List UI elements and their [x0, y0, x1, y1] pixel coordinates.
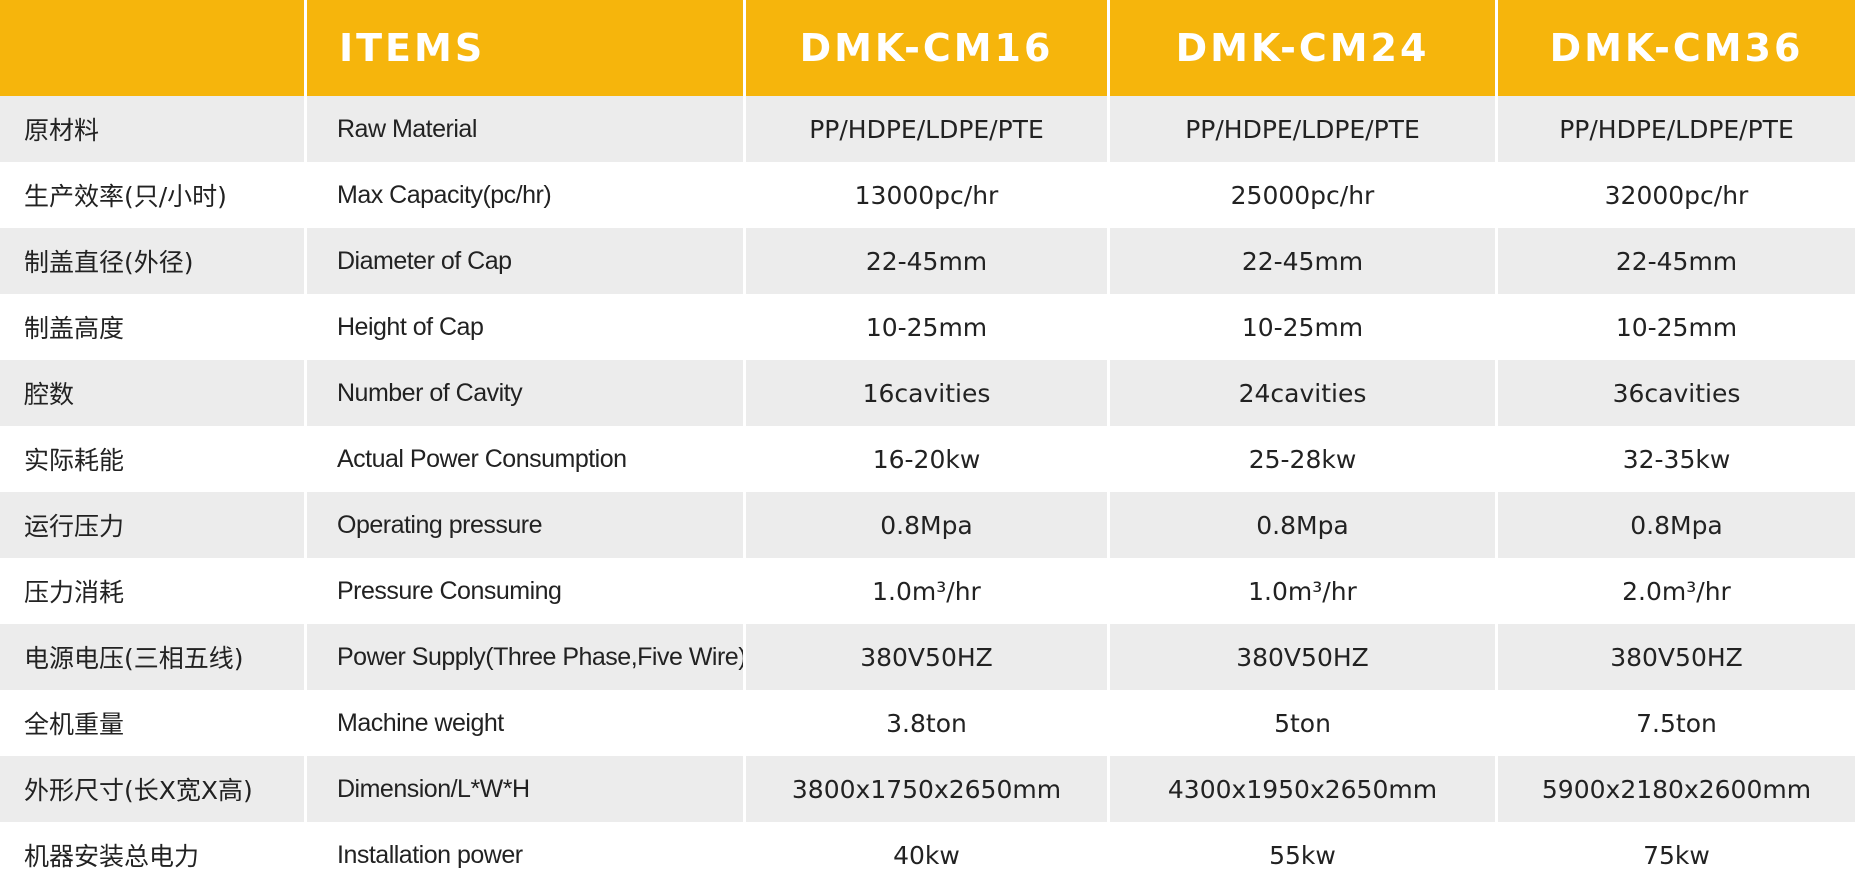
row-label-en: Actual Power Consumption — [307, 426, 743, 492]
spec-value: 24cavities — [1110, 360, 1495, 426]
row-label-cn: 外形尺寸(长X宽X高) — [0, 756, 304, 822]
row-label-cn: 压力消耗 — [0, 558, 304, 624]
row-label-en: Raw Material — [307, 96, 743, 162]
row-label-en: Machine weight — [307, 690, 743, 756]
spec-value: 25-28kw — [1110, 426, 1495, 492]
spec-value: 7.5ton — [1498, 690, 1855, 756]
spec-value: 5900x2180x2600mm — [1498, 756, 1855, 822]
row-label-cn: 机器安装总电力 — [0, 822, 304, 888]
spec-value: 22-45mm — [1498, 228, 1855, 294]
header-corner — [0, 0, 304, 96]
spec-value: 75kw — [1498, 822, 1855, 888]
spec-value: 16-20kw — [746, 426, 1107, 492]
row-label-cn: 生产效率(只/小时) — [0, 162, 304, 228]
row-label-en: Diameter of Cap — [307, 228, 743, 294]
row-label-cn: 制盖高度 — [0, 294, 304, 360]
spec-value: 40kw — [746, 822, 1107, 888]
spec-value: 2.0m³/hr — [1498, 558, 1855, 624]
spec-value: 0.8Mpa — [1498, 492, 1855, 558]
row-label-en: Power Supply(Three Phase,Five Wire) — [307, 624, 743, 690]
spec-value: 0.8Mpa — [1110, 492, 1495, 558]
row-label-en: Max Capacity(pc/hr) — [307, 162, 743, 228]
spec-value: 36cavities — [1498, 360, 1855, 426]
spec-value: 13000pc/hr — [746, 162, 1107, 228]
row-label-cn: 原材料 — [0, 96, 304, 162]
header-model: DMK-CM16 — [746, 0, 1107, 96]
spec-value: PP/HDPE/LDPE/PTE — [746, 96, 1107, 162]
row-label-en: Height of Cap — [307, 294, 743, 360]
spec-value: 10-25mm — [1110, 294, 1495, 360]
header-model: DMK-CM24 — [1110, 0, 1495, 96]
spec-value: 22-45mm — [1110, 228, 1495, 294]
spec-value: 4300x1950x2650mm — [1110, 756, 1495, 822]
spec-value: 5ton — [1110, 690, 1495, 756]
spec-value: 32000pc/hr — [1498, 162, 1855, 228]
spec-value: 25000pc/hr — [1110, 162, 1495, 228]
spec-value: 55kw — [1110, 822, 1495, 888]
row-label-en: Pressure Consuming — [307, 558, 743, 624]
row-label-en: Number of Cavity — [307, 360, 743, 426]
spec-value: 3800x1750x2650mm — [746, 756, 1107, 822]
spec-value: 380V50HZ — [1110, 624, 1495, 690]
spec-value: 380V50HZ — [746, 624, 1107, 690]
header-items: ITEMS — [307, 0, 743, 96]
spec-value: 1.0m³/hr — [1110, 558, 1495, 624]
row-label-cn: 腔数 — [0, 360, 304, 426]
spec-value: 32-35kw — [1498, 426, 1855, 492]
spec-value: 22-45mm — [746, 228, 1107, 294]
header-model: DMK-CM36 — [1498, 0, 1855, 96]
spec-value: 3.8ton — [746, 690, 1107, 756]
row-label-cn: 全机重量 — [0, 690, 304, 756]
row-label-cn: 实际耗能 — [0, 426, 304, 492]
row-label-cn: 电源电压(三相五线) — [0, 624, 304, 690]
spec-value: 1.0m³/hr — [746, 558, 1107, 624]
spec-value: 0.8Mpa — [746, 492, 1107, 558]
row-label-cn: 运行压力 — [0, 492, 304, 558]
row-label-en: Dimension/L*W*H — [307, 756, 743, 822]
spec-value: PP/HDPE/LDPE/PTE — [1110, 96, 1495, 162]
row-label-cn: 制盖直径(外径) — [0, 228, 304, 294]
row-label-en: Installation power — [307, 822, 743, 888]
spec-value: PP/HDPE/LDPE/PTE — [1498, 96, 1855, 162]
spec-value: 16cavities — [746, 360, 1107, 426]
spec-value: 10-25mm — [1498, 294, 1855, 360]
row-label-en: Operating pressure — [307, 492, 743, 558]
spec-value: 10-25mm — [746, 294, 1107, 360]
spec-value: 380V50HZ — [1498, 624, 1855, 690]
